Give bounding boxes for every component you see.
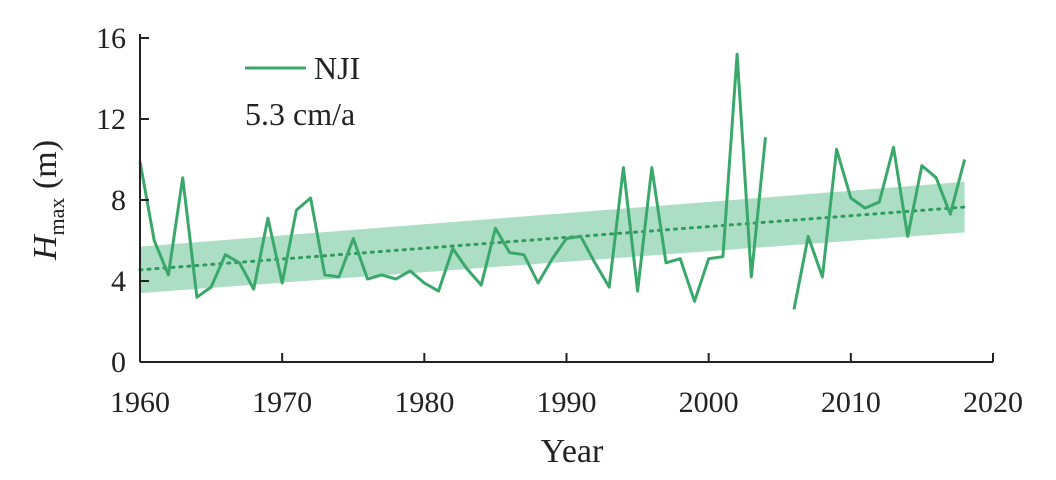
- x-tick-label-1960: 1960: [110, 386, 170, 419]
- y-tick-label-12: 12: [96, 103, 126, 136]
- y-axis-title-unit: (m): [27, 140, 64, 198]
- x-tick-label-1980: 1980: [394, 386, 454, 419]
- legend: NJI 5.3 cm/a: [245, 50, 360, 132]
- y-tick-label-0: 0: [111, 346, 126, 379]
- y-tick-label-8: 8: [111, 184, 126, 217]
- series-line-nji-segment-1: [138, 52, 767, 303]
- x-tick-label-1970: 1970: [252, 386, 312, 419]
- series-layer: [138, 52, 967, 310]
- series-line-nji-segment-2: [792, 145, 967, 310]
- axes: 1960 1970 1980 1990 2000 2010 2020 0 4 8 12 16: [96, 22, 1023, 419]
- y-axis-title-main: H: [27, 233, 64, 261]
- y-tick-label-4: 4: [111, 265, 126, 298]
- x-axis-title: Year: [541, 433, 604, 470]
- x-tick-label-2010: 2010: [821, 386, 881, 419]
- trend-rate-label: 5.3 cm/a: [245, 96, 355, 132]
- x-tick-label-1990: 1990: [537, 386, 597, 419]
- x-tick-label-2020: 2020: [963, 386, 1023, 419]
- y-tick-label-16: 16: [96, 22, 126, 55]
- x-tick-label-2000: 2000: [679, 386, 739, 419]
- y-axis-title-subscript: max: [44, 198, 69, 236]
- y-axis-title: Hmax (m): [27, 140, 69, 261]
- legend-label-nji: NJI: [314, 50, 360, 86]
